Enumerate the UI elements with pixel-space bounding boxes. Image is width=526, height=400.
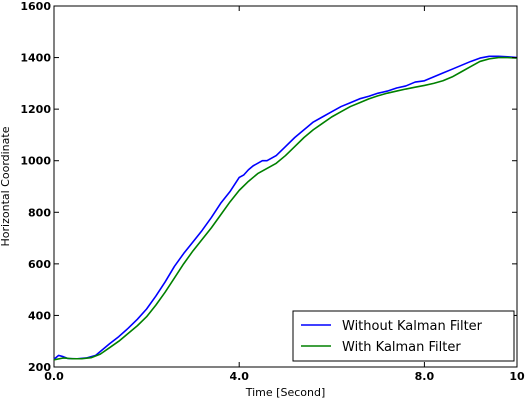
x-tick-label: 4.0 <box>229 370 249 383</box>
y-tick-label: 1400 <box>20 52 51 65</box>
y-tick-label: 1000 <box>20 155 51 168</box>
y-tick-label: 1200 <box>20 103 51 116</box>
series-line-2 <box>53 56 518 361</box>
x-tick-label: 8.0 <box>415 370 435 383</box>
x-tick-label: 10 <box>509 370 525 383</box>
tick-labels: 0.0 4.0 8.0 10 200 400 600 800 1000 1200 1400 1600 <box>20 0 525 383</box>
series-line-1 <box>53 55 518 360</box>
y-tick-label: 200 <box>28 361 51 374</box>
plot-area <box>53 5 518 368</box>
legend: Without Kalman Filter With Kalman Filter <box>292 310 515 362</box>
y-axis-label: Horizontal Coordinate <box>0 126 12 246</box>
y-tick-label: 1600 <box>20 0 51 13</box>
legend-label: Without Kalman Filter <box>342 319 483 334</box>
legend-label: With Kalman Filter <box>342 340 461 355</box>
y-tick-label: 600 <box>28 258 51 271</box>
y-tick-label: 400 <box>28 309 51 322</box>
axis-ticks <box>53 5 518 368</box>
x-tick-label: 0.0 <box>44 370 64 383</box>
plot-frame <box>53 5 518 368</box>
x-axis-label: Time [Second] <box>245 386 325 399</box>
legend-box <box>292 310 515 362</box>
series-lines <box>53 55 518 361</box>
y-tick-label: 800 <box>28 206 51 219</box>
